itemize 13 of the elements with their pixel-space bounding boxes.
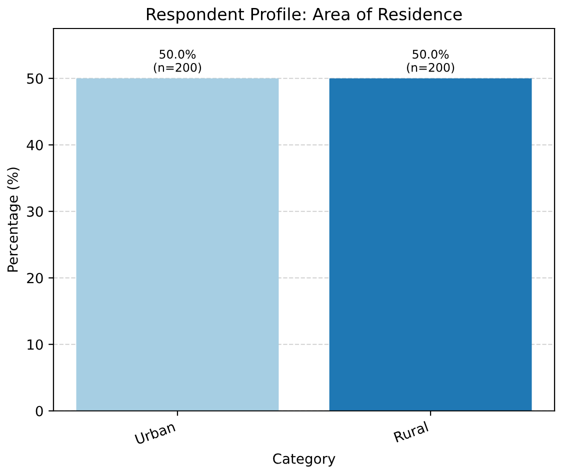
data-label: 50.0% (n=200) (154, 50, 202, 74)
x-tick-label: Urban (134, 421, 176, 445)
y-tick-label: 20 (27, 272, 43, 284)
y-tick-label: 40 (26, 140, 43, 150)
y-tick-label: 10 (28, 339, 43, 350)
y-axis-title: Percentage (%) (7, 168, 21, 272)
data-label: 50.0% (n=200) (407, 50, 454, 74)
y-tick-label: 0 (36, 406, 43, 416)
x-axis-title: Category (273, 453, 336, 467)
chart-title: Respondent Profile: Area of Residence (147, 8, 462, 24)
x-tick-label: Rural (393, 421, 428, 443)
y-tick-label: 50 (27, 73, 43, 84)
y-tick-label: 30 (27, 206, 43, 217)
